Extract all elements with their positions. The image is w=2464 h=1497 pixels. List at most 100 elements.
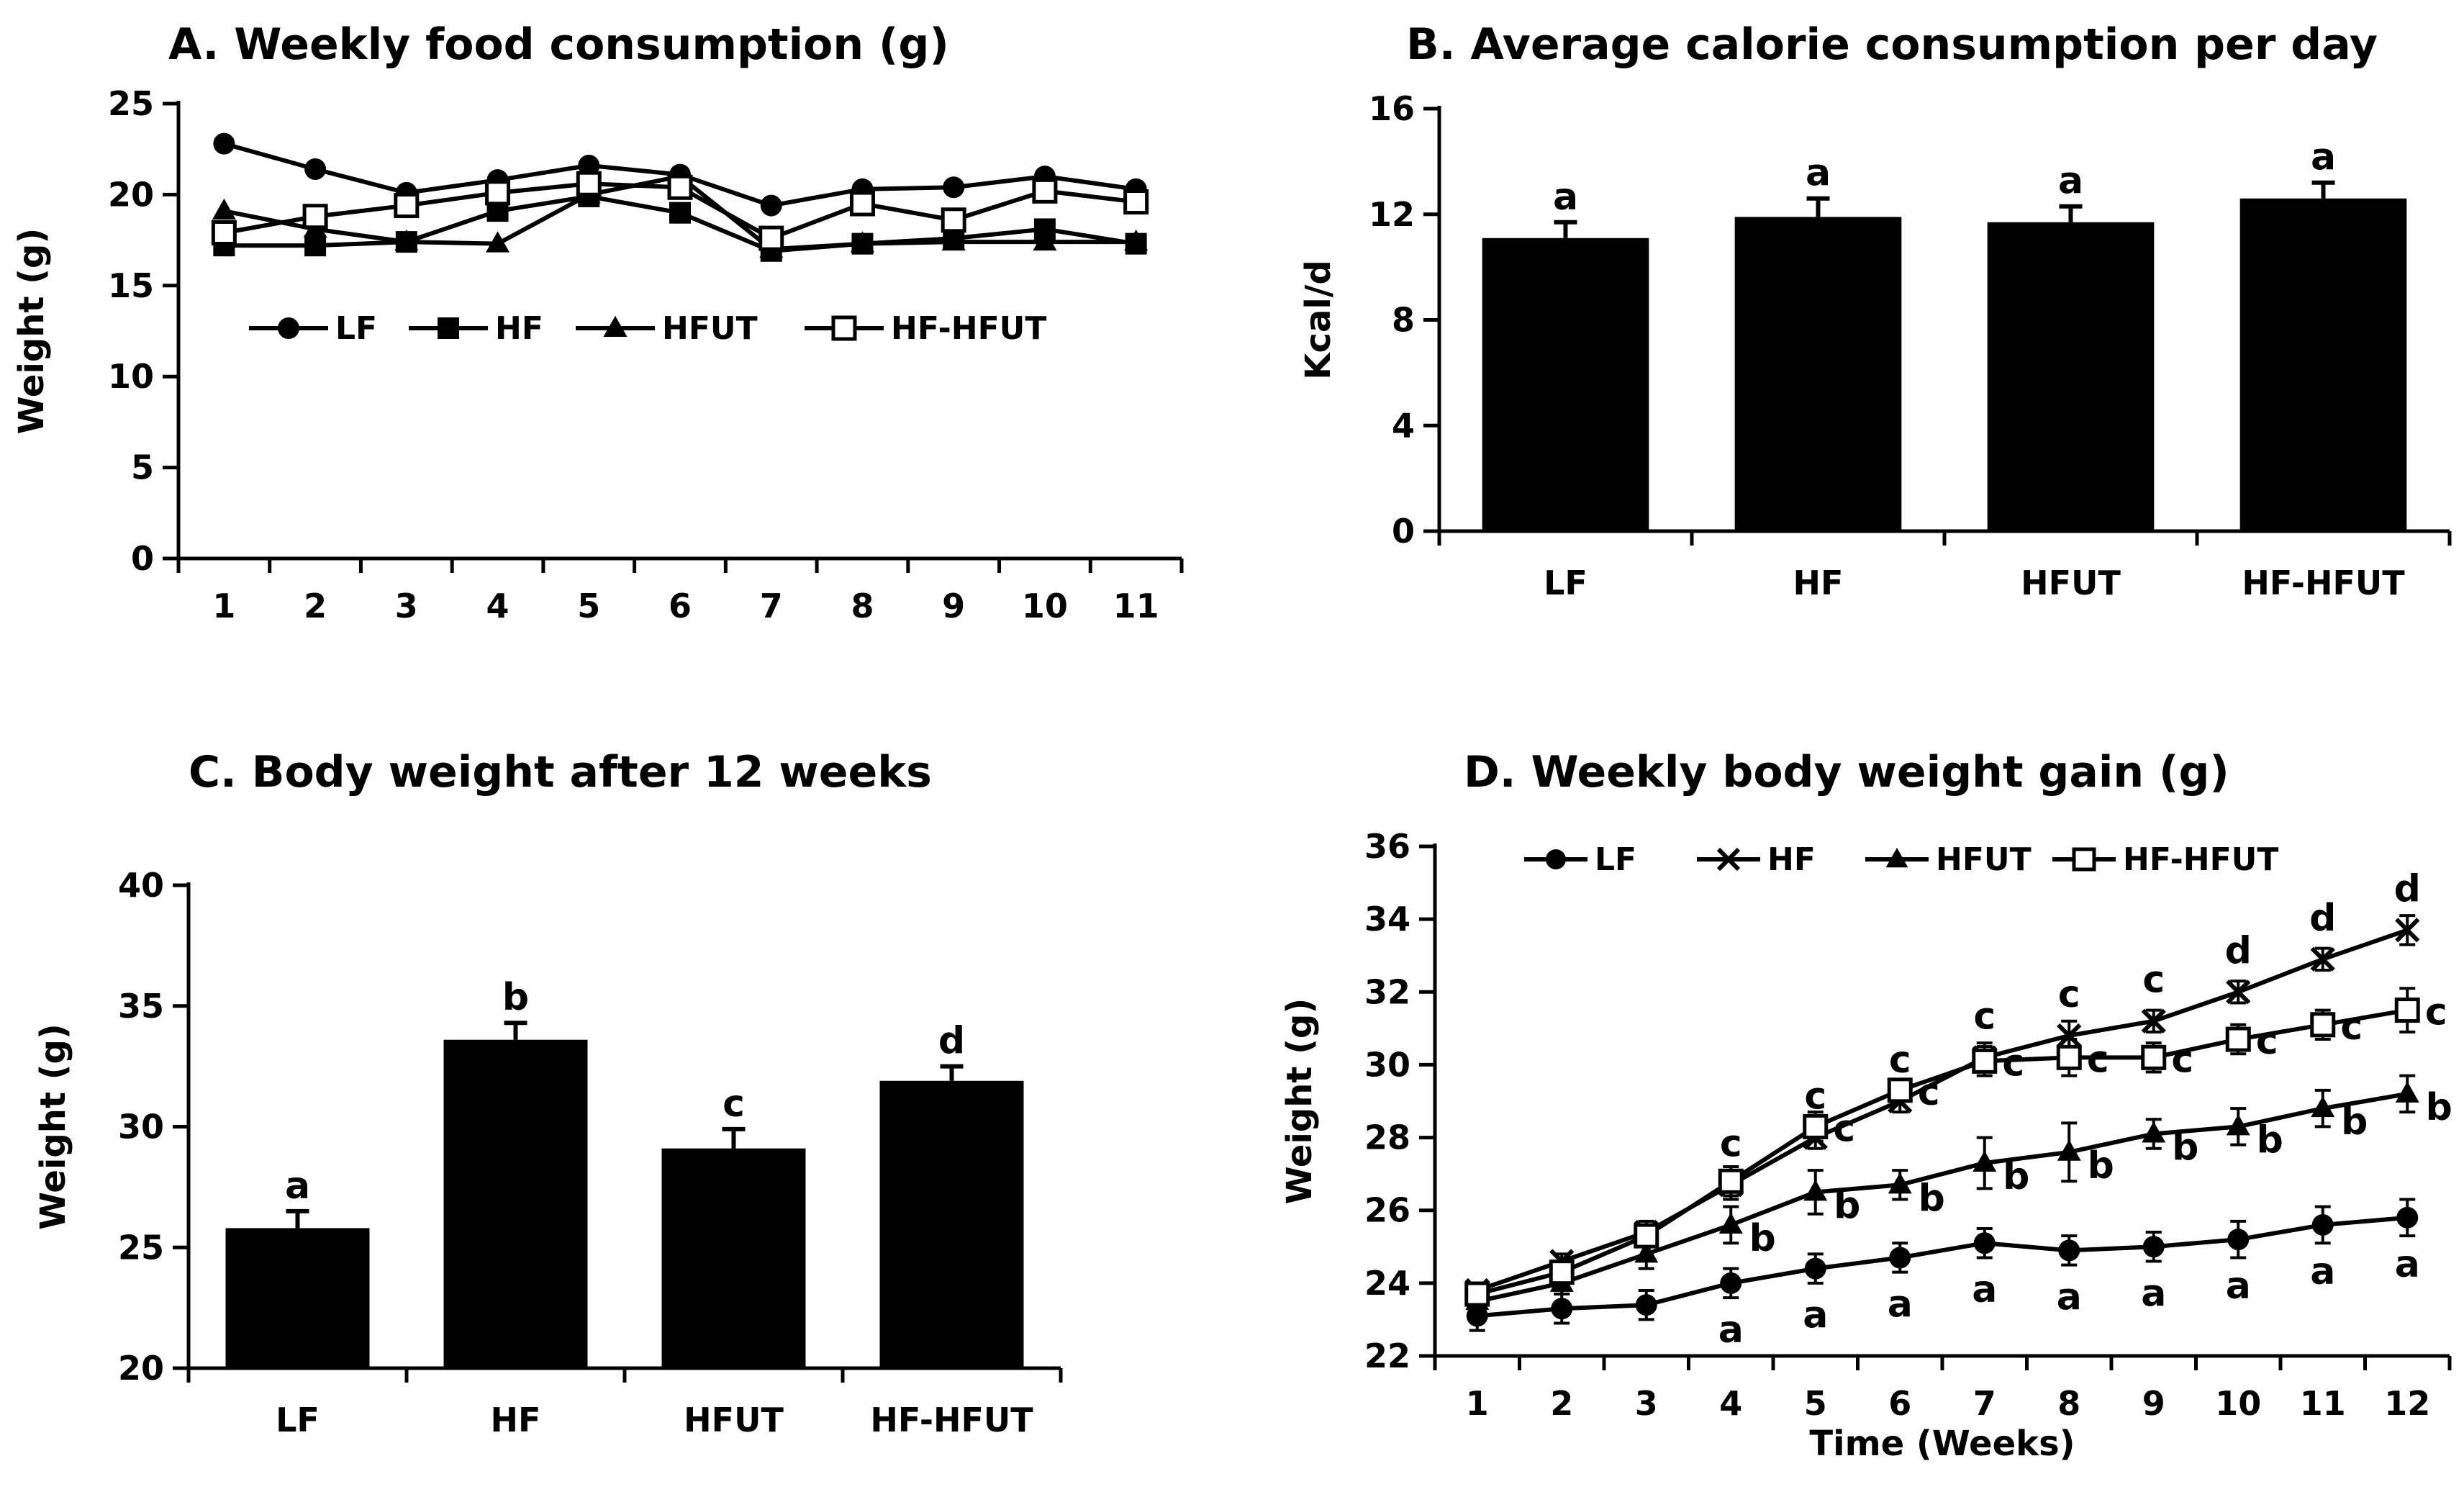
legend-label-hf-hfut: HF-HFUT	[2123, 841, 2278, 878]
significance-label: c	[2002, 1041, 2024, 1085]
x-tick-label: 9	[2142, 1384, 2165, 1423]
significance-label: b	[2172, 1126, 2198, 1170]
x-tick-label: 5	[1804, 1384, 1827, 1423]
y-axis-label: Weight (g)	[33, 1023, 73, 1230]
x-tick-label: HF-HFUT	[2242, 564, 2405, 602]
series-hf-hfut	[211, 171, 1149, 251]
y-tick-label: 20	[108, 175, 154, 214]
y-tick-label: 30	[1364, 1045, 1410, 1084]
significance-label: b	[2257, 1118, 2283, 1162]
y-axis-label: Kcal/d	[1298, 260, 1339, 379]
x-tick-label: 5	[577, 587, 600, 625]
legend-marker-lf	[278, 317, 299, 339]
significance-label: d	[2309, 897, 2336, 940]
error-bar	[1806, 196, 1830, 217]
significance-label: b	[2426, 1086, 2452, 1129]
y-tick-label: 0	[1392, 512, 1415, 551]
legend-marker-hf	[438, 317, 459, 339]
significance-label: b	[1834, 1184, 1860, 1227]
x-tick-label: 11	[1113, 587, 1159, 625]
data-point	[1466, 1305, 1488, 1327]
significance-label: d	[938, 1020, 965, 1063]
data-point	[1635, 1294, 1657, 1316]
significance-label: c	[2425, 991, 2447, 1034]
significance-label: c	[2058, 973, 2080, 1016]
data-point	[669, 202, 691, 224]
data-point	[2142, 1236, 2165, 1258]
data-point	[2226, 1114, 2250, 1136]
significance-label: b	[1749, 1217, 1776, 1260]
series-line-hf-hfut	[1476, 1008, 2408, 1296]
error-bar	[722, 1126, 746, 1149]
y-tick-label: 36	[1364, 827, 1410, 866]
x-tick-label: 12	[2384, 1384, 2430, 1423]
series-hf-hfut: ccc c c c c c	[1464, 987, 2447, 1307]
significance-label: a	[1972, 1268, 1997, 1311]
y-tick-label: 5	[131, 448, 154, 487]
bar-hfut	[661, 1148, 806, 1368]
data-point	[2310, 946, 2335, 972]
y-axis-label: Weight (g)	[12, 228, 52, 435]
significance-label: d	[2394, 867, 2421, 910]
significance-label: c	[1720, 1122, 1742, 1165]
bar-hf	[1734, 217, 1902, 531]
y-tick-label: 24	[1364, 1264, 1410, 1303]
significance-label: c	[1889, 1039, 1911, 1082]
x-tick-label: 2	[1550, 1384, 1573, 1423]
legend-marker-hf-hfut	[2072, 847, 2096, 872]
significance-label: a	[2058, 160, 2083, 203]
x-tick-label: 8	[851, 587, 874, 625]
significance-label: b	[2341, 1100, 2368, 1144]
y-tick-label: 0	[131, 539, 154, 578]
x-tick-label: 6	[1888, 1384, 1911, 1423]
legend: LF HF HFUT HF-HFUT	[249, 310, 1046, 347]
error-bar	[2059, 204, 2083, 222]
data-point	[943, 176, 965, 199]
y-tick-label: 30	[118, 1108, 164, 1147]
y-tick-label: 8	[1392, 301, 1415, 340]
legend-label-hf: HF	[495, 310, 543, 347]
x-tick-label: HFUT	[684, 1401, 784, 1439]
legend: LF HF HFUT HF-HFUT	[1524, 841, 2278, 878]
x-tick-label: 10	[1022, 587, 1068, 625]
x-tick-label: 4	[1719, 1384, 1742, 1423]
bar-hf-hfut	[2239, 198, 2407, 531]
legend-label-lf: LF	[335, 310, 377, 347]
x-tick-label: 8	[2057, 1384, 2080, 1423]
data-point	[304, 158, 327, 181]
chart-title: C. Body weight after 12 weeks	[189, 747, 932, 797]
y-tick-label: 10	[108, 357, 154, 396]
bar-group-hf: b HF	[443, 976, 588, 1439]
significance-label: a	[2311, 136, 2336, 179]
data-point	[2395, 1081, 2419, 1103]
error-bar	[504, 1021, 527, 1040]
legend-marker-lf	[1546, 849, 1566, 869]
x-tick-label: HF	[491, 1401, 541, 1439]
data-point	[2311, 1213, 2334, 1236]
x-tick-label: 1	[212, 587, 235, 625]
series-hfut: b b b b b b b b b	[1465, 1074, 2452, 1314]
data-point	[2311, 1095, 2335, 1118]
y-tick-label: 26	[1364, 1191, 1410, 1230]
bar-lf	[1482, 238, 1649, 531]
x-tick-label: 10	[2215, 1384, 2261, 1423]
data-point	[486, 231, 510, 253]
y-tick-label: 35	[118, 987, 164, 1026]
bar-group-hfut: c HFUT	[661, 1082, 806, 1439]
data-point	[1718, 1168, 1744, 1194]
y-axis-label: Weight (g)	[1279, 998, 1320, 1205]
y-tick-label: 20	[118, 1349, 164, 1388]
data-point	[941, 207, 966, 233]
x-axis-label: Time (Weeks)	[1809, 1424, 2075, 1464]
y-tick-label: 28	[1364, 1118, 1410, 1157]
x-tick-label: 4	[486, 587, 509, 625]
data-point	[1123, 189, 1149, 215]
bar-group-hf-hfut: d HF-HFUT	[870, 1020, 1033, 1439]
significance-label: a	[2141, 1272, 2166, 1315]
bar-group-hf: a HF	[1734, 152, 1902, 602]
y-tick-label: 40	[118, 866, 164, 905]
panel-d-weekly-body-weight-gain: D. Weekly body weight gain (g)2224262830…	[1279, 747, 2452, 1464]
data-point	[1033, 229, 1057, 251]
chart-title: B. Average calorie consumption per day	[1406, 19, 2378, 70]
panel-b-average-calorie-consumption: B. Average calorie consumption per day 0 4…	[1298, 19, 2452, 602]
